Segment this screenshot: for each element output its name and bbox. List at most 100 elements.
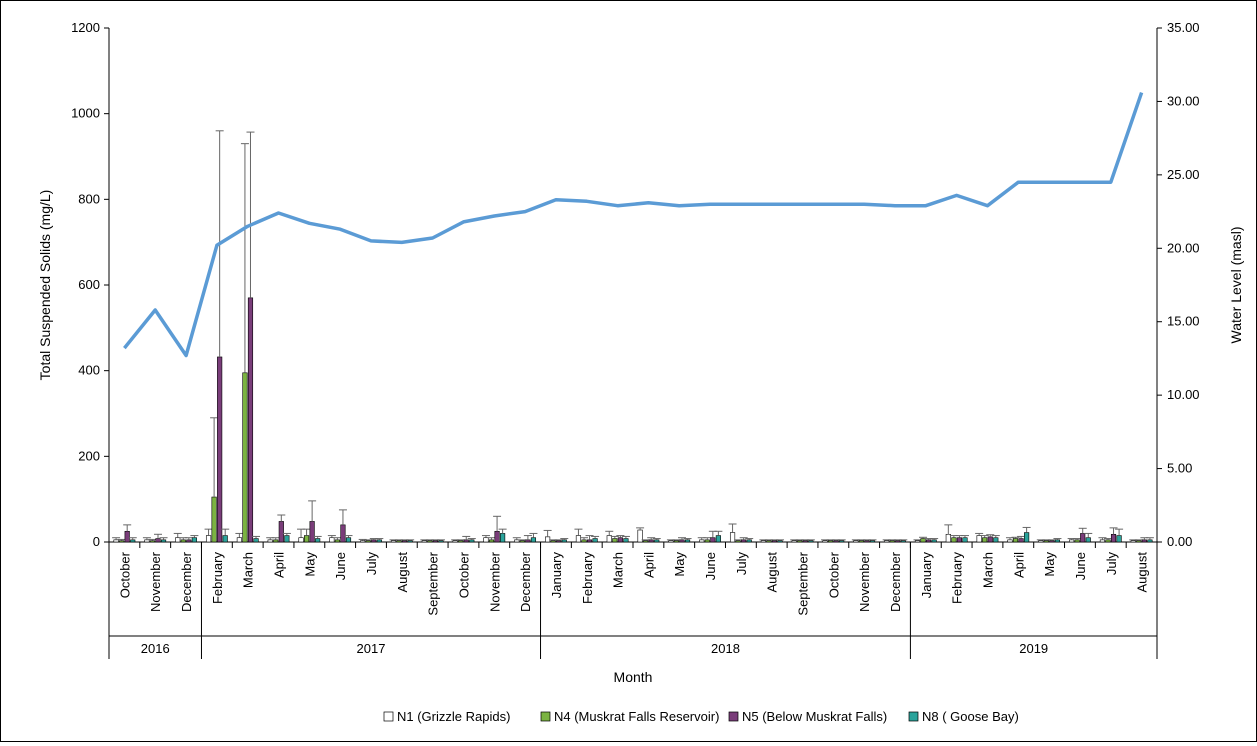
x-category-label: October [826,551,841,598]
bar-2 [920,538,926,543]
x-category-label: January [549,552,564,599]
bar-2 [458,540,464,543]
bar-4 [284,535,290,543]
y2-tick-label: 35.00 [1167,20,1200,35]
legend-swatch-4 [908,711,919,722]
y-axis-title: Total Suspended Solids (mg/L) [37,190,53,381]
bar-2 [273,539,279,543]
water-level-line [123,92,1144,358]
bar-2 [612,538,618,543]
x-category-label: April [272,552,287,578]
x-category-label: September [426,551,441,615]
bar-2 [951,537,957,543]
year-label: 2016 [141,641,170,656]
x-category-label: August [1135,552,1150,593]
bar-1 [822,540,828,543]
bar-1 [884,540,890,543]
y2-tick-label: 10.00 [1167,387,1200,402]
bar-2 [304,535,310,543]
y-tick-label: 600 [78,277,100,292]
y2-tick-label: 25.00 [1167,167,1200,182]
bar-3 [617,537,623,543]
bar-2 [704,539,710,543]
x-category-label: March [980,552,995,588]
bar-4 [253,538,259,543]
bar-1 [1130,540,1136,543]
y2-tick-label: 0.00 [1167,534,1192,549]
bar-3 [432,540,438,543]
bar-2 [1043,540,1049,543]
bar-3 [463,539,469,543]
bar-2 [828,540,834,543]
bar-4 [160,539,167,543]
bar-2 [982,537,988,543]
bar-4 [1147,539,1153,543]
bar-4 [839,540,845,543]
x-category-label: July [1104,552,1119,576]
x-category-label: December [888,551,903,612]
bar-2 [581,539,587,543]
y2-tick-label: 15.00 [1167,314,1200,329]
bar-2 [427,540,433,543]
year-label: 2019 [1019,641,1048,656]
bar-4 [962,537,968,543]
bar-4 [623,538,629,543]
bar-4 [746,539,752,543]
bar-4 [222,535,228,543]
bar-2 [365,540,371,543]
x-category-label: May [1042,552,1057,577]
bar-3 [956,537,962,543]
bar-2 [519,540,525,543]
bar-3 [556,540,562,543]
bar-3 [278,521,284,543]
bar-2 [643,540,649,543]
legend-label-3: N5 (Below Muskrat Falls) [742,709,887,724]
bar-3 [864,540,870,543]
bar-1 [329,537,335,543]
bar-1 [760,540,766,543]
bar-4 [684,539,691,543]
bar-4 [530,537,537,543]
bar-1 [699,539,705,543]
bar-4 [869,540,876,543]
bar-4 [376,539,382,543]
bar-2 [334,539,340,543]
bar-2 [242,372,248,543]
bar-3 [371,539,377,543]
x-category-label: October [456,551,471,598]
y-tick-label: 200 [78,448,100,463]
bar-4 [777,540,783,543]
bar-2 [149,540,156,543]
bar-4 [808,540,814,543]
bar-1 [1007,539,1013,543]
bar-4 [191,537,197,543]
bar-3 [217,356,223,543]
x-category-label: February [580,552,595,605]
bar-3 [1110,533,1117,543]
bar-2 [766,540,772,543]
x-category-label: November [487,551,502,612]
bar-1 [421,540,427,543]
bar-1 [668,540,674,543]
bar-4 [592,538,598,543]
bar-1 [791,540,797,543]
bar-1 [390,540,397,543]
x-category-label: April [1011,552,1026,578]
bar-2 [673,540,680,543]
legend-swatch-1 [383,711,394,722]
bar-1 [298,537,304,543]
bar-3 [679,539,685,543]
bar-2 [488,539,495,543]
year-label: 2017 [357,641,386,656]
bar-3 [402,540,408,543]
bar-2 [1074,539,1080,543]
bar-4 [315,538,321,543]
y-tick-label: 800 [78,191,100,206]
bar-1 [976,535,982,543]
bar-1 [452,540,458,543]
bar-3 [525,539,531,543]
bar-1 [360,540,366,543]
bar-4 [654,539,660,543]
x-category-label: November [857,551,872,612]
bar-1 [144,539,150,543]
